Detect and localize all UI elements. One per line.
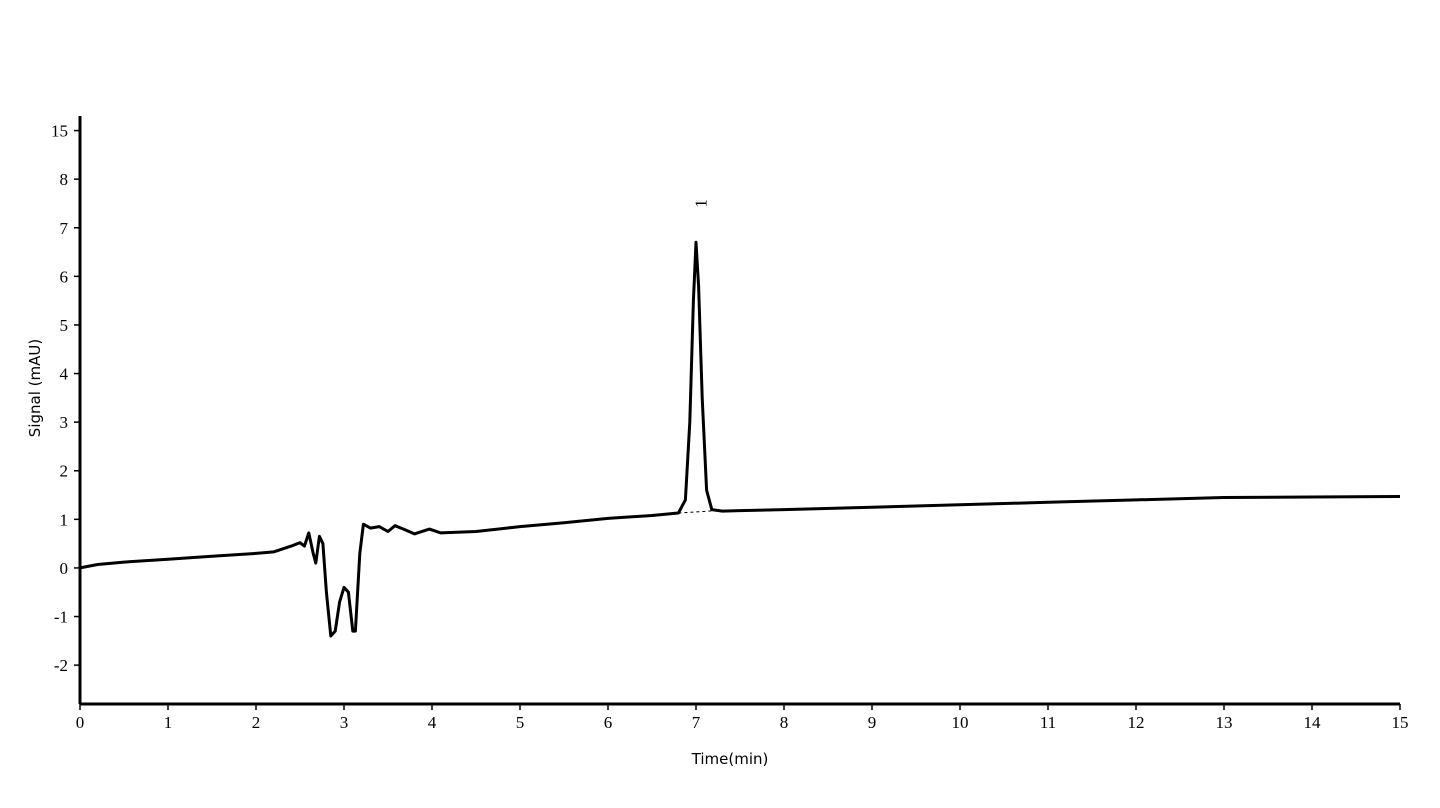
x-tick-label: 12: [1128, 713, 1145, 732]
y-tick-label: 4: [60, 365, 69, 384]
y-tick-label: 6: [60, 267, 69, 286]
x-tick-label: 15: [1392, 713, 1409, 732]
x-tick-label: 11: [1040, 713, 1056, 732]
y-tick-label: 1: [60, 510, 69, 529]
y-tick-label: 7: [60, 219, 69, 238]
y-tick-label: 3: [60, 413, 69, 432]
x-tick-label: 5: [516, 713, 525, 732]
x-tick-label: 1: [164, 713, 173, 732]
signal-line: [79, 240, 1401, 638]
x-tick-label: 0: [76, 713, 85, 732]
x-tick-label: 14: [1304, 713, 1322, 732]
x-axis-title: Time(min): [691, 750, 769, 768]
x-tick-label: 7: [692, 713, 701, 732]
y-tick-label: 0: [60, 559, 69, 578]
baseline: [678, 510, 719, 514]
y-tick-label: 2: [60, 462, 69, 481]
y-tick-label: -2: [54, 656, 68, 675]
x-tick-label: 10: [952, 713, 969, 732]
y-tick-label: -1: [54, 608, 68, 627]
x-tick-label: 2: [252, 713, 261, 732]
y-axis-title: Signal (mAU): [26, 339, 44, 437]
y-tick-label: 15: [51, 122, 68, 141]
x-tick-label: 6: [604, 713, 613, 732]
x-tick-label: 4: [428, 713, 437, 732]
x-tick-label: 8: [780, 713, 789, 732]
x-tick-label: 3: [340, 713, 349, 732]
x-tick-label: 9: [868, 713, 877, 732]
y-tick-label: 8: [60, 170, 69, 189]
peak-label: 1: [692, 199, 711, 208]
y-tick-label: 5: [60, 316, 69, 335]
x-tick-label: 13: [1216, 713, 1233, 732]
